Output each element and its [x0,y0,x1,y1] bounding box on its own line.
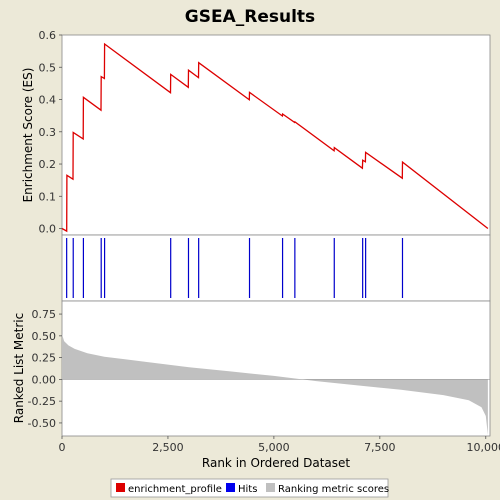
x-tick-label: 7,500 [364,441,396,454]
x-tick-label: 0 [59,441,66,454]
metric-y-tick-label: 0.25 [32,352,57,365]
hits-panel [61,234,491,302]
legend-swatch-enrichment [116,483,125,492]
x-tick-label: 10,000 [467,441,500,454]
enrichment-profile-line [61,42,489,233]
metric-y-tick-label: 0.50 [32,330,57,343]
es-layer [61,42,489,233]
metric-y-tick-label: 0.75 [32,308,57,321]
es-y-tick-label: 0.0 [39,223,57,236]
es-axis-label: Enrichment Score (ES) [21,68,35,203]
x-axis-label: Rank in Ordered Dataset [202,456,350,470]
hits-layer [66,238,404,298]
legend-swatch-metric [266,483,275,492]
legend-label-metric: Ranking metric scores [278,484,389,495]
es-y-tick-label: 0.4 [39,94,57,107]
x-tick-label: 5,000 [258,441,290,454]
es-y-tick-label: 0.1 [39,190,57,203]
axes-layer: 0.0 0.1 0.2 0.3 0.4 0.5 0.6 -0.50 -0.25 0.00 0.25 0… [28,29,500,454]
metric-y-tick-label: -0.25 [28,395,56,408]
legend-label-enrichment: enrichment_profile [128,484,222,495]
es-panel [61,34,491,236]
es-y-tick-label: 0.6 [39,29,57,42]
chart-title: GSEA_Results [185,7,315,27]
metric-axis-label: Ranked List Metric [12,313,26,423]
es-y-tick-label: 0.5 [39,61,57,74]
es-y-tick-label: 0.2 [39,158,57,171]
metric-layer [62,334,490,436]
metric-y-tick-label: 0.00 [32,373,57,386]
es-y-tick-label: 0.3 [39,126,57,139]
legend-box [110,478,389,498]
metric-y-tick-label: -0.50 [28,417,56,430]
x-tick-label: 2,500 [152,441,184,454]
legend-swatch-hits [226,483,235,492]
legend: enrichment_profile Hits Ranking metric s… [110,478,389,498]
legend-label-hits: Hits [238,484,257,495]
metric-area [62,334,488,436]
